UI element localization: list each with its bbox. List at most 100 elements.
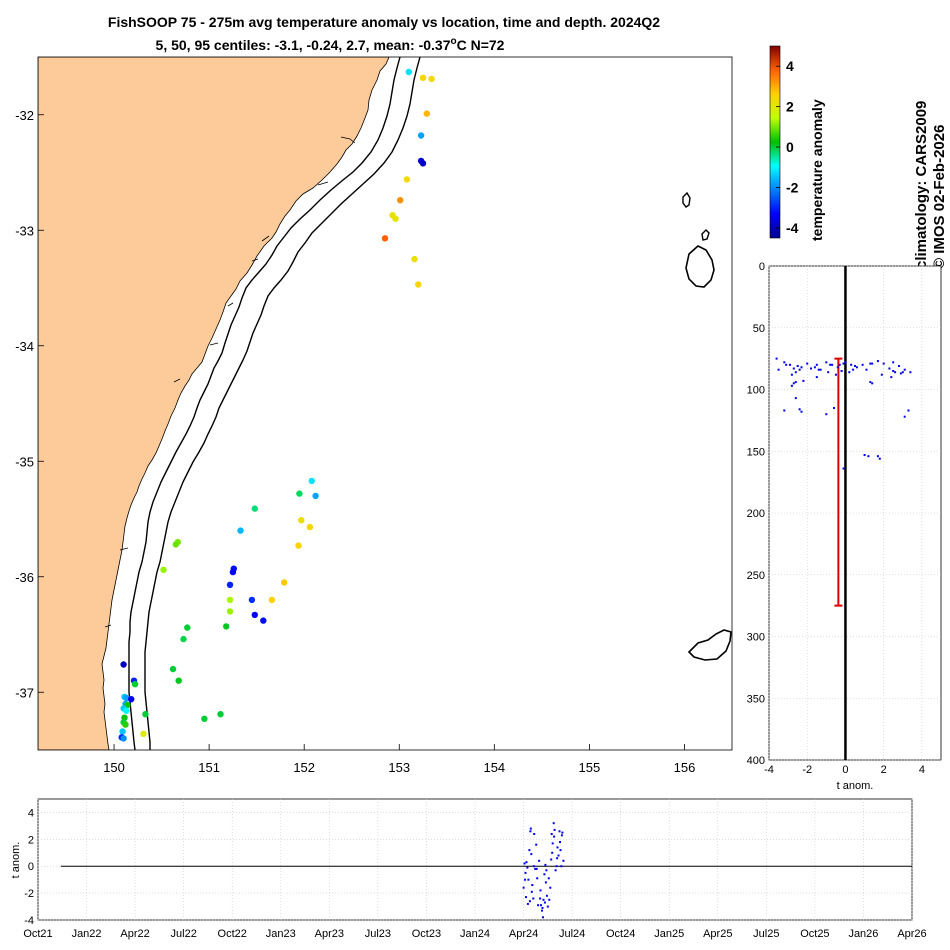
timeseries-point xyxy=(524,871,527,874)
profile-point xyxy=(794,397,797,400)
timeseries-point xyxy=(532,865,535,868)
profile-point xyxy=(901,371,904,374)
map-point xyxy=(128,696,135,703)
timeseries-xtick-label: Oct24 xyxy=(606,928,635,940)
map-point xyxy=(120,661,127,668)
timeseries-point xyxy=(555,865,558,868)
profile-point xyxy=(777,368,780,371)
profile-ytick-label: 350 xyxy=(747,693,765,705)
profile-point xyxy=(783,409,786,412)
map-point xyxy=(411,255,418,263)
map-point xyxy=(175,677,182,684)
timeseries-point xyxy=(559,841,561,843)
profile-point xyxy=(834,373,837,376)
timeseries-point xyxy=(547,877,550,880)
timeseries-point xyxy=(560,834,563,837)
timeseries-point xyxy=(558,830,561,833)
profile-ytick-label: 0 xyxy=(759,261,765,273)
timeseries-axes: Oct21 Jan22 Apr22 Jul22 Oct22 Jan23 Apr23 Jul23… xyxy=(23,807,926,940)
subtitle-degree: o xyxy=(450,36,456,47)
profile-point xyxy=(909,371,912,374)
profile-point xyxy=(810,367,812,370)
timeseries-point xyxy=(559,849,562,852)
profile-point xyxy=(792,382,795,385)
timeseries-xtick-label: Jan22 xyxy=(72,928,102,940)
profile-point xyxy=(850,363,853,366)
timeseries-point xyxy=(556,857,559,860)
timeseries-point xyxy=(546,905,549,908)
timeseries-xtick-label: Jan26 xyxy=(848,928,878,940)
profile-point xyxy=(865,368,868,371)
map-point xyxy=(229,568,237,576)
map-xtick-label: 152 xyxy=(293,760,315,775)
profile-point xyxy=(796,365,799,367)
timeseries-ylabel: t anom. xyxy=(10,842,22,879)
map-point xyxy=(296,490,303,497)
map-point xyxy=(397,197,404,204)
timeseries-point xyxy=(532,897,535,900)
timeseries-point xyxy=(543,873,546,876)
timeseries-point xyxy=(543,901,546,904)
map-point xyxy=(281,579,288,586)
timeseries-xtick-label: Oct22 xyxy=(218,928,247,940)
climatology-label: climatology: CARS2009 xyxy=(913,101,930,269)
timeseries-xtick-label: Oct23 xyxy=(412,928,441,940)
profile-point xyxy=(898,365,900,367)
timeseries-point xyxy=(528,900,531,903)
map-point xyxy=(423,110,430,117)
timeseries-xtick-label: Jul24 xyxy=(559,928,585,940)
timeseries-xtick-label: Apr22 xyxy=(120,928,149,940)
timeseries-point xyxy=(522,886,525,889)
map-point xyxy=(123,707,130,714)
profile-point xyxy=(790,373,793,376)
profile-point xyxy=(848,371,851,374)
profile-content xyxy=(775,266,912,760)
timeseries-point xyxy=(526,902,529,905)
profile-point xyxy=(789,363,791,366)
profile-point xyxy=(871,362,874,365)
timeseries-xtick-label: Jan25 xyxy=(654,928,684,940)
profile-point xyxy=(903,415,906,418)
map-point xyxy=(120,735,127,742)
profile-point xyxy=(829,363,832,366)
profile-point xyxy=(790,384,793,387)
timeseries-point xyxy=(549,886,552,889)
map-point xyxy=(306,523,314,531)
profile-point xyxy=(833,407,835,409)
profile-point xyxy=(806,362,809,365)
map-point xyxy=(169,665,177,673)
timeseries-grid xyxy=(37,799,913,921)
island-lord-howe xyxy=(685,245,715,288)
map-xtick-label: 150 xyxy=(103,760,125,775)
colorbar-tick-label: 0 xyxy=(786,139,794,155)
timeseries-point xyxy=(525,861,528,864)
map-points xyxy=(118,68,435,742)
profile-point xyxy=(854,365,856,367)
timeseries-xtick-label: Apr24 xyxy=(509,928,538,940)
profile-point xyxy=(842,362,845,365)
profile-point xyxy=(876,455,879,458)
timeseries-xtick-label: Oct21 xyxy=(23,928,52,940)
timeseries-point xyxy=(544,863,547,866)
chart-title: FishSOOP 75 - 275m avg temperature anoma… xyxy=(108,14,660,30)
profile-point xyxy=(882,362,885,365)
timeseries-point xyxy=(552,822,555,825)
timeseries-point xyxy=(557,854,560,857)
timeseries-ytick-label: -2 xyxy=(24,888,34,900)
timeseries-point xyxy=(561,831,564,834)
timeseries-point xyxy=(538,859,541,862)
profile-ytick-label: 400 xyxy=(747,755,765,767)
colorbar-tick-label: -2 xyxy=(786,179,799,195)
profile-ytick-label: 300 xyxy=(747,632,765,644)
profile-point xyxy=(840,370,843,372)
profile-point xyxy=(785,363,788,366)
profile-point xyxy=(792,367,795,370)
map-point xyxy=(184,624,191,631)
timeseries-point xyxy=(551,842,554,845)
map-point xyxy=(119,728,126,735)
timeseries-point xyxy=(539,897,542,900)
map-point xyxy=(268,596,276,604)
timeseries-point xyxy=(562,859,565,862)
profile-point xyxy=(800,366,803,369)
map-xtick-label: 155 xyxy=(579,760,601,775)
